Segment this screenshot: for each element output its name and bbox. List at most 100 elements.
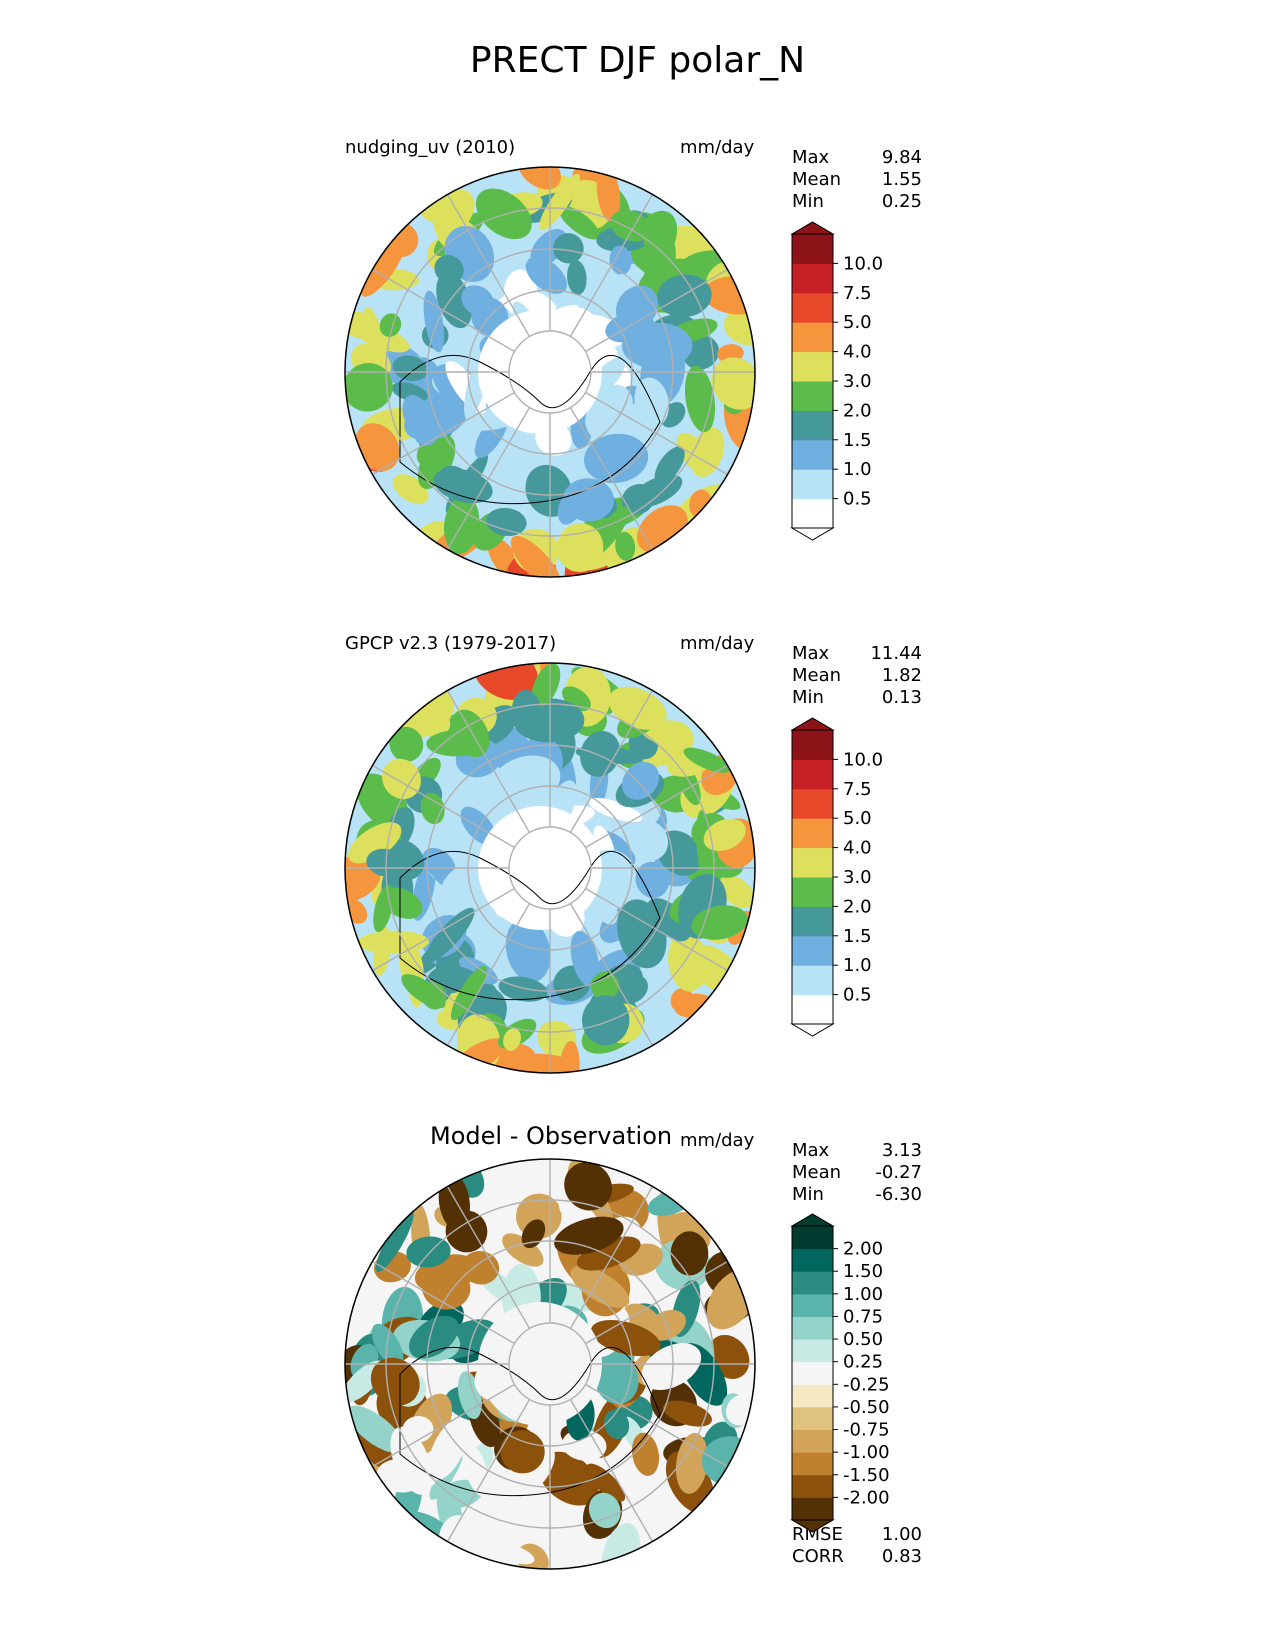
precip-contour <box>433 468 493 504</box>
meridian-gridline <box>585 268 728 353</box>
colorbar-tick-label: 2.0 <box>843 400 872 421</box>
precip-contour <box>428 1418 468 1481</box>
panel-model: nudging_uv (2010) mm/day Max 9.84 Mean 1.5… <box>0 137 1275 607</box>
precip-contour <box>345 363 393 412</box>
precip-contour <box>363 306 386 365</box>
colorbar-extend-max <box>790 1213 835 1227</box>
meridian-gridline <box>585 887 728 972</box>
meridian-gridline <box>446 690 531 833</box>
precip-contour <box>472 663 538 700</box>
meridian-gridline <box>585 1260 728 1345</box>
colorbar-tick-label: -1.50 <box>843 1465 890 1486</box>
colorbar-tick-label: 7.5 <box>843 283 872 304</box>
precip-contour <box>610 210 651 242</box>
colorbar-tick-label: -0.50 <box>843 1397 890 1418</box>
colorbar: -2.00-1.50-1.00-0.75-0.50-0.250.250.500.… <box>790 1213 890 1533</box>
panel-obs: GPCP v2.3 (1979-2017) mm/day Max 11.44 Me… <box>0 633 1275 1103</box>
precip-contour <box>370 1357 420 1406</box>
precip-contour <box>389 726 424 762</box>
figure-title: PRECT DJF polar_N <box>469 40 806 81</box>
precip-contour <box>436 272 473 329</box>
precip-contour <box>627 820 669 861</box>
meridian-gridline <box>372 391 515 476</box>
colorbar-extend-max <box>790 221 835 235</box>
precip-contour <box>676 433 714 475</box>
min-value: -6.30 <box>875 1184 922 1205</box>
precip-contour <box>440 862 482 900</box>
colorbar-tick-label: 0.50 <box>843 1329 883 1350</box>
precip-contour <box>641 1343 702 1391</box>
corr-value: 0.83 <box>881 1546 922 1567</box>
colorbar-segment <box>792 994 833 1025</box>
precip-contour <box>511 689 542 735</box>
meridian-gridline <box>372 1383 515 1468</box>
precip-contour <box>559 1040 580 1073</box>
max-label: Max <box>792 643 830 664</box>
precip-contour <box>608 686 667 730</box>
precip-contour <box>585 402 627 444</box>
colorbar-segment <box>792 818 833 849</box>
meridian-gridline <box>372 887 515 972</box>
precip-contour <box>622 761 660 800</box>
precip-contour <box>601 1523 641 1569</box>
colorbar-tick-label: 1.0 <box>843 955 872 976</box>
precip-contour <box>590 971 620 1000</box>
colorbar-segment <box>792 1474 833 1498</box>
meridian-gridline <box>569 407 654 550</box>
colorbar-tick-label: 0.25 <box>843 1352 883 1373</box>
colorbar-segment <box>792 1406 833 1431</box>
colorbar-segment <box>792 1429 833 1453</box>
precip-contour <box>505 918 551 983</box>
precip-contour <box>570 1266 630 1308</box>
precip-contour <box>711 357 755 410</box>
colorbar-tick-label: 1.5 <box>843 430 872 451</box>
precip-contour <box>498 976 548 1002</box>
panel-title: nudging_uv (2010) <box>345 137 516 158</box>
precip-contour <box>379 313 402 337</box>
meridian-gridline <box>569 903 654 1046</box>
panel-title: GPCP v2.3 (1979-2017) <box>345 633 557 654</box>
colorbar-extend-min <box>790 1519 835 1533</box>
meridian-gridline <box>372 764 515 849</box>
precip-contour <box>346 1405 404 1453</box>
map-boundary <box>344 1158 756 1570</box>
colorbar-tick-label: 10.0 <box>843 253 883 274</box>
colorbar-tick-label: -0.25 <box>843 1374 890 1395</box>
colorbar-segment <box>792 877 833 907</box>
colorbar-tick-label: 1.0 <box>843 459 872 480</box>
colorbar-segment <box>792 788 833 819</box>
colorbar-tick-label: 3.0 <box>843 867 872 888</box>
coastline <box>399 1346 661 1497</box>
colorbar-segment <box>792 1271 833 1295</box>
precip-contour <box>434 254 464 284</box>
precip-contour <box>486 507 527 537</box>
colorbar-segment <box>792 847 833 878</box>
colorbar-segment <box>792 1361 833 1385</box>
polar-map <box>344 166 756 578</box>
meridian-gridline <box>585 764 728 849</box>
precip-contour <box>582 995 630 1046</box>
stats-block: Max 3.13 Mean -0.27 Min -6.30 <box>792 1140 922 1206</box>
precip-contour <box>421 981 447 1010</box>
mean-value: 1.82 <box>881 665 922 686</box>
precip-contour <box>691 905 748 940</box>
precip-contour <box>445 1210 488 1253</box>
colorbar: 0.5 1.0 1.5 2.0 3.0 4.0 5.0 7.5 10.0 <box>790 717 883 1037</box>
precip-contour <box>406 1236 451 1268</box>
mean-value: -0.27 <box>875 1162 922 1183</box>
colorbar-segment <box>792 234 833 264</box>
precip-contour <box>718 875 755 909</box>
polar-map <box>344 662 756 1074</box>
panel-title: Model - Observation <box>430 1122 673 1150</box>
colorbar-tick-label: 0.75 <box>843 1306 883 1327</box>
units-label: mm/day <box>680 137 755 158</box>
colorbar-tick-label: 1.50 <box>843 1261 883 1282</box>
precip-contour <box>657 274 712 318</box>
meridian-gridline <box>569 194 654 337</box>
colorbar-segment <box>792 1248 833 1272</box>
precip-contour <box>475 188 532 240</box>
colorbar-tick-label: 10.0 <box>843 749 883 770</box>
colorbar-segment <box>792 1316 833 1340</box>
rmse-value: 1.00 <box>881 1524 922 1545</box>
meridian-gridline <box>446 407 531 550</box>
